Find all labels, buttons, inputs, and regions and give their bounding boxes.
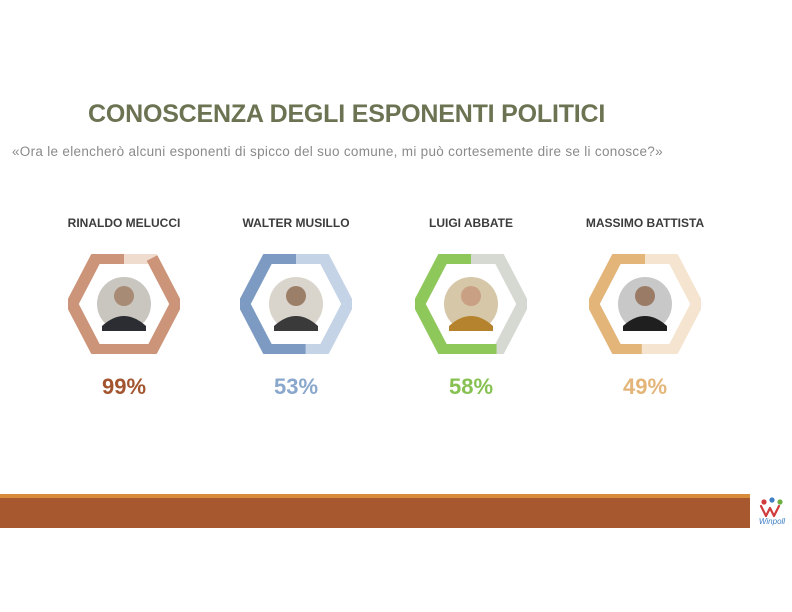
ring-progress xyxy=(589,254,701,354)
politician-name: WALTER MUSILLO xyxy=(242,216,350,230)
politician-photo xyxy=(97,277,151,331)
footer-accent-bar xyxy=(0,494,750,498)
hexagon-ring xyxy=(68,254,180,354)
logo-text: Winpoll xyxy=(759,517,785,526)
footer-bar xyxy=(0,498,750,528)
percent-value: 53% xyxy=(273,374,319,399)
politician-name: LUIGI ABBATE xyxy=(429,216,513,230)
politician-photo xyxy=(444,277,498,331)
ring-progress xyxy=(240,254,352,354)
percent-value: 49% xyxy=(622,374,668,399)
politician-photo xyxy=(269,277,323,331)
politician-card: RINALDO MELUCCI 99% xyxy=(39,216,209,399)
percent-value: 58% xyxy=(448,374,494,399)
politician-card: WALTER MUSILLO 53% xyxy=(211,216,381,399)
ring-progress xyxy=(415,254,527,354)
survey-question: «Ora le elencherò alcuni esponenti di sp… xyxy=(12,144,663,159)
politician-name: MASSIMO BATTISTA xyxy=(585,216,705,230)
ring-progress xyxy=(68,254,180,354)
winpoll-logo-icon: Winpoll xyxy=(759,497,785,526)
percent-value: 99% xyxy=(101,374,147,399)
hexagon-ring xyxy=(589,254,701,354)
hexagon-ring xyxy=(415,254,527,354)
politician-photo xyxy=(618,277,672,331)
politician-card: MASSIMO BATTISTA 49% xyxy=(560,216,730,399)
politician-card: LUIGI ABBATE 58% xyxy=(386,216,556,399)
page-title: CONOSCENZA DEGLI ESPONENTI POLITICI xyxy=(88,100,606,128)
politician-name: RINALDO MELUCCI xyxy=(67,216,181,230)
hexagon-ring xyxy=(240,254,352,354)
